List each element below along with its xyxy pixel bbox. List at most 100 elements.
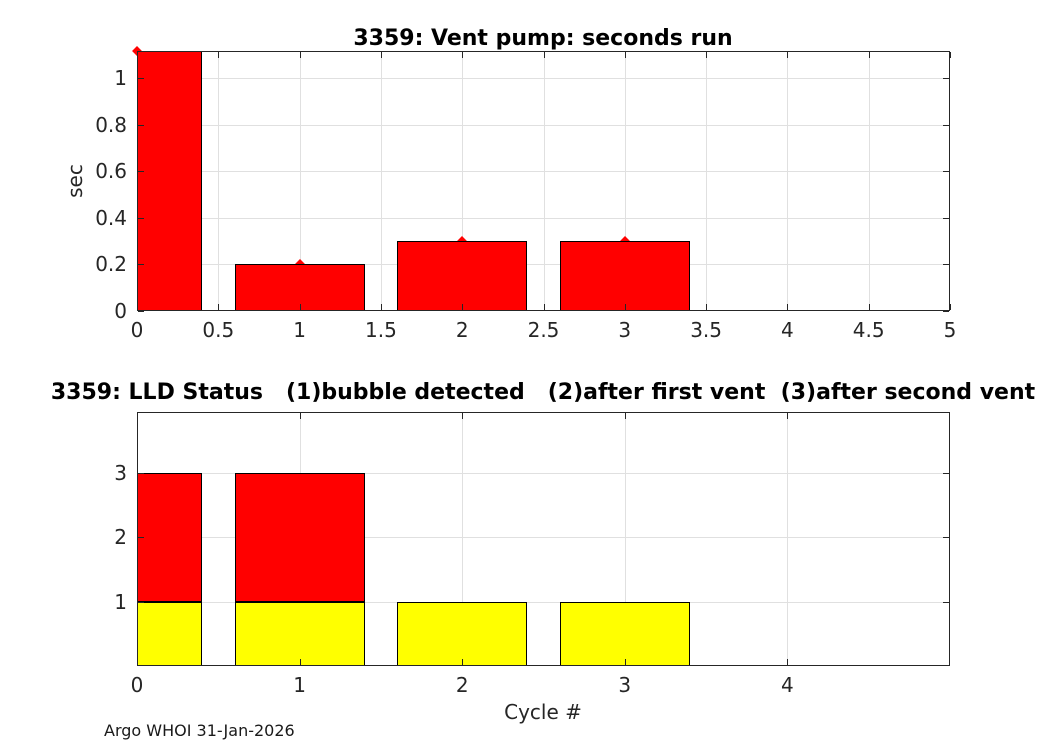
x-tick-mark (787, 413, 788, 419)
x-tick-label: 1.5 (364, 318, 397, 342)
x-tick-mark (544, 52, 545, 58)
x-tick-label: 0 (130, 318, 144, 342)
x-tick-label: 1 (293, 318, 306, 342)
x-tick-label: 4 (781, 673, 794, 697)
y-tick-label: 0.2 (95, 252, 127, 277)
y-tick-mark (138, 537, 144, 538)
x-tick-label: 3.5 (690, 318, 722, 342)
y-tick-mark (138, 473, 144, 474)
horizontal-gridline (137, 602, 950, 603)
x-tick-mark (625, 52, 626, 58)
vertical-gridline (625, 51, 626, 311)
x-tick-label: 2 (455, 318, 469, 342)
axes-frame (137, 412, 950, 666)
x-tick-mark (300, 659, 301, 665)
y-tick-mark (138, 218, 144, 219)
x-tick-mark (218, 52, 219, 58)
x-tick-label: 5 (943, 318, 957, 342)
x-tick-mark (462, 52, 463, 58)
bar-segment (397, 241, 528, 311)
y-tick-label: 1 (114, 589, 127, 614)
x-tick-mark (625, 659, 626, 665)
horizontal-gridline (137, 473, 950, 474)
y-tick-mark (138, 602, 144, 603)
vertical-gridline (787, 51, 788, 311)
y-tick-label: 2 (114, 525, 127, 550)
bar-segment (137, 51, 203, 311)
axes-frame (137, 51, 951, 312)
lld-status-chart-title: 3359: LLD Status (1)bubble detected (2)a… (50, 380, 1036, 405)
y-tick-mark (943, 171, 949, 172)
y-tick-label: 3 (114, 461, 127, 486)
vent-pump-chart-title: 3359: Vent pump: seconds run (353, 26, 733, 51)
bars-layer (137, 412, 950, 666)
y-tick-mark (138, 78, 144, 79)
vertical-gridline (625, 412, 626, 666)
y-tick-mark (138, 264, 144, 265)
x-tick-mark (137, 52, 138, 58)
bar-segment (559, 241, 690, 311)
horizontal-gridline (137, 125, 950, 126)
x-tick-label: 3 (618, 318, 632, 342)
x-tick-mark (869, 304, 870, 310)
x-tick-mark (544, 304, 545, 310)
vertical-gridline (787, 412, 788, 666)
y-tick-label: 0.8 (95, 112, 127, 137)
y-tick-mark (943, 473, 949, 474)
footer-credit: Argo WHOI 31-Jan-2026 (104, 721, 295, 740)
x-tick-mark (300, 304, 301, 310)
y-tick-mark (943, 125, 949, 126)
y-tick-mark (138, 171, 144, 172)
vertical-gridline (381, 51, 382, 311)
x-tick-label: 1 (293, 673, 306, 697)
x-tick-mark (950, 304, 951, 310)
x-tick-mark (869, 52, 870, 58)
x-tick-mark (137, 304, 138, 310)
y-tick-mark (943, 218, 949, 219)
x-tick-mark (381, 304, 382, 310)
bar-segment (397, 601, 528, 666)
x-tick-label: 4.5 (852, 318, 885, 342)
vertical-gridline (462, 412, 463, 666)
x-tick-mark (462, 413, 463, 419)
horizontal-gridline (137, 264, 950, 265)
y-tick-label: 0.6 (95, 159, 127, 184)
x-tick-label: 0.5 (202, 318, 235, 342)
x-tick-mark (625, 304, 626, 310)
x-tick-label: 2 (455, 673, 469, 697)
y-tick-mark (943, 78, 949, 79)
y-tick-label: 1 (114, 66, 127, 91)
bar-segment (137, 601, 203, 666)
x-tick-mark (787, 52, 788, 58)
bar-segment (137, 473, 203, 602)
y-tick-mark (943, 537, 949, 538)
y-tick-mark (943, 311, 949, 312)
x-tick-label: 4 (781, 318, 794, 342)
vertical-gridline (706, 51, 707, 311)
x-tick-mark (706, 52, 707, 58)
x-tick-mark (137, 413, 138, 419)
horizontal-gridline (137, 218, 950, 219)
x-tick-label: 0 (130, 673, 144, 697)
cycle-axis-label: Cycle # (504, 700, 582, 724)
x-tick-mark (137, 659, 138, 665)
x-tick-mark (625, 413, 626, 419)
horizontal-gridline (137, 171, 950, 172)
y-tick-mark (138, 125, 144, 126)
bar-segment (559, 601, 690, 666)
vertical-gridline (544, 51, 545, 311)
x-tick-label: 2.5 (527, 318, 560, 342)
vertical-gridline (218, 51, 219, 311)
x-tick-mark (787, 659, 788, 665)
grid-layer (137, 51, 950, 311)
x-tick-mark (787, 304, 788, 310)
y-tick-mark (943, 602, 949, 603)
vertical-gridline (462, 51, 463, 311)
vertical-gridline (300, 51, 301, 311)
x-tick-label: 3 (618, 673, 632, 697)
x-tick-mark (381, 52, 382, 58)
horizontal-gridline (137, 78, 950, 79)
y-tick-mark (138, 311, 144, 312)
x-tick-mark (706, 304, 707, 310)
